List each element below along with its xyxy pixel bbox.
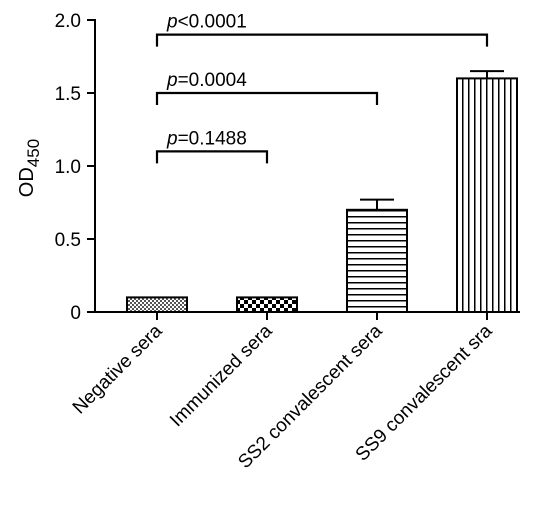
p-value-label-2: p=0.0004 xyxy=(166,70,247,91)
p-value: =0.1488 xyxy=(178,128,247,149)
p-value-label-3: p<0.0001 xyxy=(166,12,247,33)
y-tick-label: 0.5 xyxy=(55,230,81,251)
x-tick-label-2: Immunized sera xyxy=(166,320,277,431)
y-tick-label: 1.5 xyxy=(55,84,81,105)
p-value-label-1: p=0.1488 xyxy=(166,128,247,149)
p-symbol: p xyxy=(166,12,178,33)
significance-bracket-1 xyxy=(155,150,269,164)
y-axis-title-main: OD xyxy=(16,167,38,197)
significance-bracket-2 xyxy=(155,91,379,105)
x-tick-label-1: Negative sera xyxy=(69,320,167,418)
y-tick-label: 1.0 xyxy=(55,157,81,178)
significance-bracket-3 xyxy=(155,33,489,47)
bar-2 xyxy=(236,296,298,313)
y-tick-label: 2.0 xyxy=(55,11,81,32)
p-symbol: p xyxy=(166,128,178,149)
y-tick-label: 0 xyxy=(70,303,81,324)
y-axis-title-subscript: 450 xyxy=(24,139,43,167)
p-symbol: p xyxy=(166,70,178,91)
bars-group xyxy=(126,77,518,314)
bar-3 xyxy=(346,208,408,313)
p-value: =0.0004 xyxy=(178,70,248,91)
error-bars-group xyxy=(360,70,504,210)
y-axis-title: OD450 xyxy=(16,139,43,197)
bar-1 xyxy=(126,296,188,313)
axes: 0 0.5 1.0 1.5 2.0 xyxy=(55,11,520,324)
p-value: <0.0001 xyxy=(178,12,247,33)
bar-4 xyxy=(456,77,518,314)
